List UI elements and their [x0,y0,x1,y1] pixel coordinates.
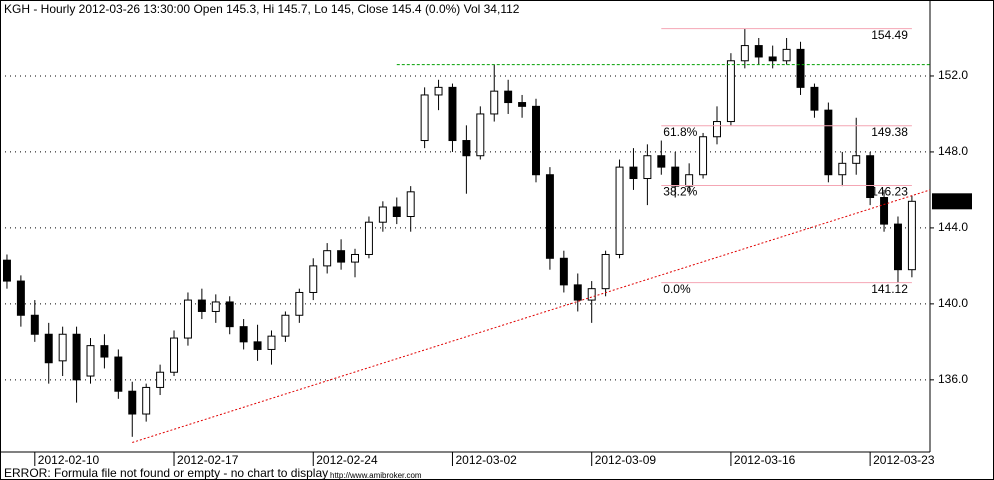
candle-body [518,102,527,107]
candle-body [267,335,276,350]
candle-body [128,390,137,415]
trend-line [132,189,931,443]
candle-body [559,257,568,286]
candle-body [351,253,359,263]
candle-body [671,166,680,187]
candle-body [810,86,819,111]
candle-body [726,60,735,123]
candle-body [448,86,457,142]
candle-body [323,250,332,267]
candle-body [490,90,499,115]
candle-body [907,200,916,271]
candle-body [225,301,234,328]
fib-value: 149.38 [871,125,908,139]
candle-body [852,155,861,164]
fib-pct: 38.2% [663,185,697,199]
candle-body [58,333,67,362]
candle-body [880,197,889,225]
candle-body [281,314,290,337]
y-tick-label: 144.0 [938,220,968,234]
candle-body [16,280,25,316]
fib-pct: 0.0% [663,282,691,296]
candle-body [573,284,582,301]
fib-value: 141.12 [871,282,908,296]
candle-body [197,299,206,312]
x-tick-label: 2012-03-23 [873,453,935,467]
candle-body [713,121,721,138]
x-tick-label: 2012-03-16 [734,453,796,467]
y-tick-label: 136.0 [938,372,968,386]
candle-body [782,48,791,62]
candle-body [392,206,401,218]
candle-body [337,250,346,263]
x-tick-label: 2012-02-17 [177,453,239,467]
candle-body [587,288,596,301]
fib-value: 154.49 [871,28,908,42]
candle-body [295,291,304,316]
candle-body [170,337,179,373]
candle-body [72,333,81,381]
candle-body [142,386,151,415]
candle-body [100,345,109,358]
candle-body [601,253,610,290]
candle-body [309,265,318,293]
candle-body [532,105,540,176]
candle-body [2,259,11,282]
candle-body [211,301,220,312]
x-tick-label: 2012-02-24 [316,453,378,467]
candle-body [866,155,875,199]
candle-body [86,345,95,377]
candle-body [434,86,443,96]
fib-pct: 61.8% [663,125,697,139]
fib-value: 146.23 [871,185,908,199]
candle-body [629,166,638,180]
chart-title: KGH - Hourly 2012-03-26 13:30:00 Open 14… [4,2,520,16]
last-price-label: 145.4 [936,193,966,207]
candle-body [114,356,123,392]
candle-body [239,326,248,343]
candle-body [824,109,833,176]
footer: ERROR: Formula file not found or empty -… [4,466,328,480]
candle-body [545,174,554,259]
x-tick-label: 2012-03-02 [455,453,517,467]
candle-body [699,136,708,176]
candle-body [364,221,373,255]
candle-body [796,48,805,88]
candle-body [685,174,694,187]
x-tick-label: 2012-02-10 [38,453,100,467]
candle-body [893,223,902,271]
candle-body [504,90,513,104]
footer-url: http://www.amibroker.com [330,471,422,480]
candle-body [476,113,485,157]
candle-body [657,155,666,168]
candle-body [462,140,471,157]
candle-body [183,299,192,339]
candle-body [615,166,624,255]
candle-body [156,371,165,388]
candle-body [643,155,652,180]
candle-body [838,162,847,176]
candle-body [378,206,387,223]
last-price-box [932,193,972,210]
candle-body [740,45,749,62]
candle-body [253,341,262,350]
y-tick-label: 148.0 [938,144,968,158]
candle-body [406,191,415,218]
y-tick-label: 140.0 [938,296,968,310]
y-tick-label: 152.0 [938,68,968,82]
candle-body [30,314,39,335]
candle-body [768,56,777,62]
candle-body [754,45,763,58]
candle-body [44,333,53,364]
candle-body [420,94,429,142]
x-tick-label: 2012-03-09 [595,453,657,467]
